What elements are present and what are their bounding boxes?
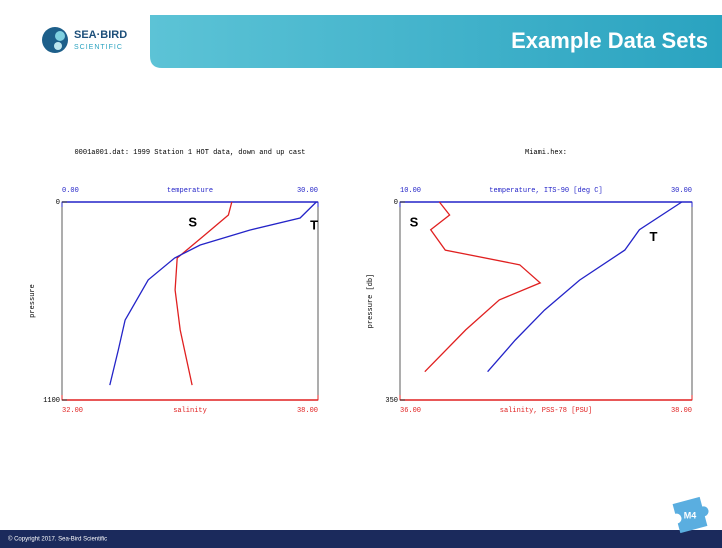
y-tick-label: 0 — [394, 199, 398, 207]
slide-title: Example Data Sets — [511, 28, 708, 53]
title-banner — [150, 15, 722, 68]
series-label: T — [310, 217, 318, 232]
profile-line — [487, 201, 683, 373]
logo-text: SEA·BIRD — [74, 29, 127, 41]
x2-tick-label: 38.00 — [671, 407, 692, 415]
x2-axis-label: salinity, PSS-78 [PSU] — [500, 407, 592, 415]
x-tick-label: 30.00 — [297, 187, 318, 195]
x2-axis-label: salinity — [173, 407, 207, 415]
profile-line — [174, 201, 233, 386]
x2-tick-label: 32.00 — [62, 407, 83, 415]
copyright: © Copyright 2017. Sea-Bird Scientific — [8, 536, 107, 543]
logo-subtext: SCIENTIFIC — [74, 44, 123, 51]
x2-tick-label: 36.00 — [400, 407, 421, 415]
x-tick-label: 10.00 — [400, 187, 421, 195]
y-axis-label: pressure — [29, 284, 37, 318]
series-label: S — [410, 214, 419, 229]
plot-title: Miami.hex: — [525, 149, 567, 157]
y-tick-label: 1100 — [43, 397, 60, 405]
profile-line — [424, 201, 542, 373]
profile-line — [109, 201, 317, 386]
x-axis-label: temperature — [167, 187, 213, 195]
plots: 0001a001.dat: 1999 Station 1 HOT data, d… — [29, 149, 693, 415]
x-tick-label: 0.00 — [62, 187, 79, 195]
footer-bar — [0, 530, 722, 548]
plot-title: 0001a001.dat: 1999 Station 1 HOT data, d… — [74, 149, 305, 157]
x-axis-label: temperature, ITS-90 [deg C] — [489, 187, 602, 195]
y-tick-label: 350 — [385, 397, 398, 405]
y-tick-label: 0 — [56, 199, 60, 207]
x-tick-label: 30.00 — [671, 187, 692, 195]
badge-text: M4 — [684, 510, 697, 520]
y-axis-label: pressure [db] — [367, 274, 375, 329]
module-badge: M4 — [672, 496, 709, 534]
x2-tick-label: 38.00 — [297, 407, 318, 415]
logo: SEA·BIRD SCIENTIFIC — [42, 27, 127, 53]
series-label: T — [649, 229, 657, 244]
series-label: S — [188, 214, 197, 229]
